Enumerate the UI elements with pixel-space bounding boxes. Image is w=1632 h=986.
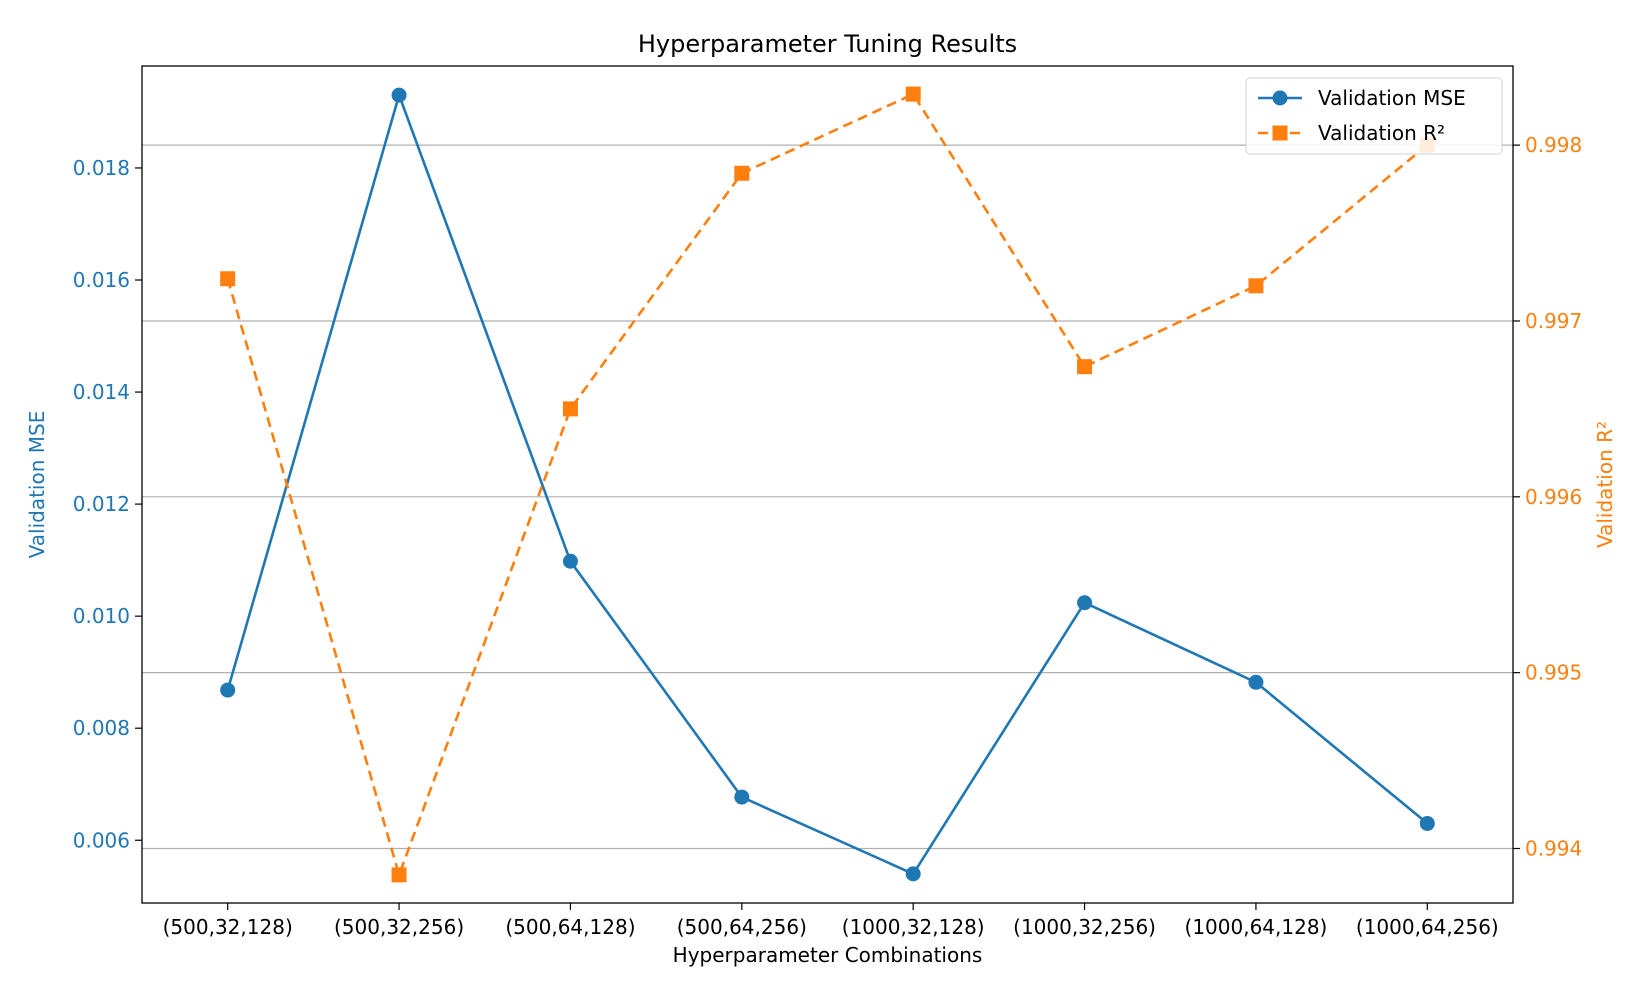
series-0-point-2 [562, 553, 578, 569]
x-tick-label-3: (500,64,256) [677, 915, 807, 939]
y-left-tick-label-3: 0.012 [73, 492, 130, 516]
series-1-point-2 [562, 401, 578, 417]
y-right-tick-label-1: 0.995 [1525, 661, 1582, 685]
chart-title: Hyperparameter Tuning Results [638, 30, 1017, 58]
plot-frame [141, 65, 1514, 904]
series-1-point-3 [734, 165, 750, 181]
y-right-tick-label-3: 0.997 [1525, 309, 1582, 333]
series [220, 86, 1435, 883]
series-0-point-0 [220, 682, 236, 698]
legend-marker-1 [1272, 125, 1288, 141]
axes: 0.006 0.008 0.010 0.012 0.014 0.016 0.018 0.994… [73, 133, 1583, 939]
y-left-tick-label-6: 0.018 [73, 156, 130, 180]
series-0-point-6 [1248, 674, 1264, 690]
series-1-point-6 [1248, 278, 1264, 294]
legend-box [1245, 77, 1503, 155]
series-1-point-5 [1077, 359, 1093, 375]
y-right-tick-label-0: 0.994 [1525, 836, 1582, 860]
x-axis-label: Hyperparameter Combinations [673, 943, 983, 967]
series-1-point-1 [391, 867, 407, 883]
x-tick-label-6: (1000,64,128) [1185, 915, 1328, 939]
x-tick-label-7: (1000,64,256) [1356, 915, 1499, 939]
legend-marker-0 [1272, 90, 1288, 106]
series-1-point-0 [220, 271, 236, 287]
y-left-tick-label-0: 0.006 [73, 828, 130, 852]
legend: Validation MSE Validation R² [1245, 77, 1503, 155]
series-line-0 [226, 93, 1429, 876]
series-1-point-4 [905, 86, 921, 102]
y-right-tick-label-4: 0.998 [1525, 133, 1582, 157]
series-0-point-7 [1419, 815, 1435, 831]
series-0-point-3 [734, 789, 750, 805]
x-tick-label-2: (500,64,128) [505, 915, 635, 939]
y-axis-left-label: Validation MSE [25, 411, 49, 559]
y-left-tick-label-4: 0.014 [73, 380, 130, 404]
y-right-tick-label-2: 0.996 [1525, 485, 1582, 509]
legend-label-1: Validation R² [1318, 121, 1445, 145]
series-0-point-4 [905, 866, 921, 882]
legend-label-0: Validation MSE [1318, 86, 1466, 110]
grid [142, 144, 1513, 850]
x-tick-label-1: (500,32,256) [334, 915, 464, 939]
y-left-tick-label-2: 0.010 [73, 604, 130, 628]
x-tick-label-0: (500,32,128) [163, 915, 293, 939]
x-tick-label-4: (1000,32,128) [842, 915, 985, 939]
y-left-tick-label-5: 0.016 [73, 268, 130, 292]
series-0-point-5 [1077, 595, 1093, 611]
y-axis-right-label: Validation R² [1593, 421, 1617, 548]
x-tick-label-5: (1000,32,256) [1013, 915, 1156, 939]
y-left-tick-label-1: 0.008 [73, 716, 130, 740]
series-0-point-1 [391, 87, 407, 103]
